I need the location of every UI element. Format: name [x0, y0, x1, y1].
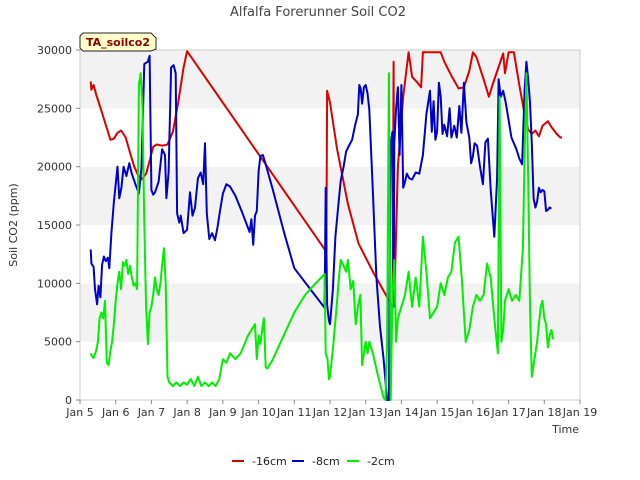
legend-label: -16cm: [252, 455, 287, 468]
grid-band: [80, 166, 580, 225]
x-tick-label: Jan 15: [419, 406, 454, 419]
x-tick-label: Jan 16: [455, 406, 490, 419]
x-tick-label: Jan 11: [276, 406, 311, 419]
badge-box: [79, 32, 157, 52]
y-tick-label: 10000: [37, 277, 72, 290]
y-tick-label: 25000: [37, 102, 72, 115]
x-tick-label: Jan 8: [172, 406, 200, 419]
legend-label: -8cm: [312, 455, 340, 468]
series-line-2cmcm: [89, 72, 555, 401]
y-axis-ticks: 0 5000 10000 15000 20000 25000 30000: [37, 44, 80, 407]
x-tick-label: Jan 7: [137, 406, 165, 419]
x-tick-label: Jan 18: [526, 406, 561, 419]
y-tick-label: 30000: [37, 44, 72, 57]
series-line-8cmcm: [89, 54, 552, 401]
y-tick-label: 20000: [37, 161, 72, 174]
series-line-16cmcm: [89, 50, 563, 308]
x-tick-label: Jan 13: [347, 406, 382, 419]
y-tick-label: 15000: [37, 219, 72, 232]
x-tick-label: Jan 9: [208, 406, 236, 419]
legend: -16cm -8cm -2cm: [232, 455, 395, 468]
chart-title: Alfalfa Forerunner Soil CO2: [230, 5, 406, 20]
x-tick-label: Jan 19: [562, 406, 597, 419]
grid-band: [80, 108, 580, 167]
y-tick-label: 5000: [44, 336, 72, 349]
x-tick-label: Jan 12: [312, 406, 347, 419]
x-tick-label: Jan 10: [240, 406, 275, 419]
x-axis-title: Time: [551, 423, 579, 436]
x-tick-label: Jan 5: [65, 406, 93, 419]
x-tick-label: Jan 17: [490, 406, 525, 419]
y-tick-label: 0: [65, 394, 72, 407]
x-axis-ticks: Jan 5 Jan 6 Jan 7 Jan 8 Jan 9 Jan 10 Jan 11 Jan…: [65, 400, 597, 419]
grid-band: [80, 225, 580, 284]
x-tick-label: Jan 14: [383, 406, 418, 419]
y-axis-title: Soil CO2 (ppm): [7, 183, 20, 266]
series-lines: [89, 50, 563, 401]
legend-label: -2cm: [367, 455, 395, 468]
x-tick-label: Jan 6: [101, 406, 129, 419]
badge-label: TA_soilco2: [86, 36, 150, 49]
badge: TA_soilco2: [79, 32, 157, 52]
